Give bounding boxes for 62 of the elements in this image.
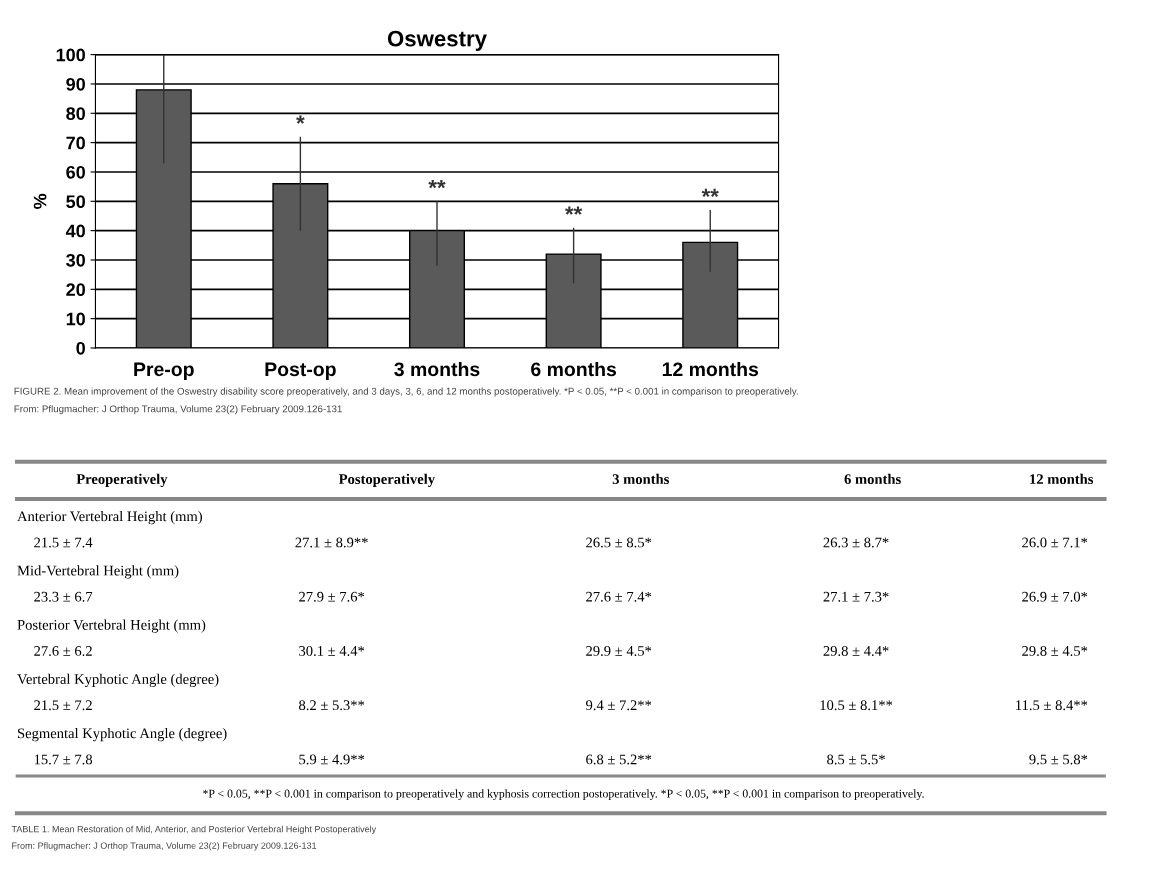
text: From: Pflugmacher: J Orthop Trauma, Volume 23(2) February 2009.126-131 [14,405,342,415]
y-tick-label: 0 [76,341,85,355]
text: *P < 0.05, **P < 0.001 in comparison to preoperatively and kyphosis correction postoperatively. *P < 0.05, **P < 0.001 in comparison to preoperatively. [203,789,924,801]
text: 23.3 ± 6.7 [34,591,93,602]
y-tick-label: 100 [56,48,85,62]
text: 27.6 ± 6.2 [34,646,92,656]
caption: FIGURE 2. Mean improvement of the Oswestry disability score preoperatively, and 3 days, 3, 6, and 12 months postoperatively. *P < 0.05, **P < 0.001 in comparison to preoperatively. [14,387,798,397]
text: Vertebral Kyphotic Angle (degree) [17,673,219,687]
text: Segmental Kyphotic Angle (degree) [18,727,227,742]
text: From: Pflugmacher: J Orthop Trauma, Volume 23(2) February 2009.126-131 [12,842,317,851]
y-tick-label: 30 [66,253,85,267]
text: 26.0 ± 7.1* [1022,537,1088,548]
y-tick-label: 80 [66,107,85,121]
y-tick-label: 90 [66,77,85,91]
text: 9.4 ± 7.2** [586,700,652,711]
text: 21.5 ± 7.4 [34,537,93,548]
x-tick-label: 12 months [662,361,759,377]
text: 27.1 ± 7.3* [823,591,889,602]
text: 30.1 ± 4.4* [299,646,365,656]
text: 27.6 ± 7.4* [586,591,652,602]
text: Mid-Vertebral Height (mm) [17,565,179,579]
y-tick-label: 40 [65,224,85,238]
text: Preoperatively [76,473,168,487]
text: 5.9 ± 4.9** [299,754,365,765]
y-axis-title: % [33,193,47,209]
annotation: ** [701,188,719,198]
y-tick-label: 50 [66,195,85,209]
text: 21.5 ± 7.2 [34,700,92,711]
annotation: ** [565,206,583,215]
caption: TABLE 1. Mean Restoration of Mid, Anterior, and Posterior Vertebral Height Postoperatively [11,825,377,835]
annotation: ** [428,180,446,189]
text: 27.9 ± 7.6* [299,591,365,602]
text: 9.5 ± 5.8* [1029,754,1088,765]
text: 10.5 ± 8.1** [820,700,893,711]
text: 12 months [1030,473,1094,485]
y-tick-label: 20 [66,283,85,297]
text: 11.5 ± 8.4** [1016,700,1088,711]
text: 26.9 ± 7.0* [1022,591,1088,602]
text: 26.3 ± 8.7* [823,537,889,548]
text: Postoperatively [338,473,435,487]
y-tick-label: 60 [66,165,85,179]
text: 8.2 ± 5.3** [299,700,365,711]
x-tick-label: Pre-op [134,362,194,381]
text: Anterior Vertebral Height (mm) [17,511,202,525]
text: 29.9 ± 4.5* [586,646,652,656]
y-tick-label: 70 [66,136,85,150]
chart-title: Oswestry [387,30,487,51]
text: 26.5 ± 8.5* [586,537,652,548]
text: 27.1 ± 8.9** [295,537,368,548]
y-tick-label: 10 [66,312,85,326]
x-tick-label: 6 months [531,361,617,377]
x-tick-label: 3 months [394,361,480,377]
x-tick-label: Post-op [265,362,336,381]
text: 6 months [844,473,901,485]
text: 15.7 ± 7.8 [34,754,93,765]
annotation: * [296,115,305,124]
text: 3 months [612,473,669,485]
text: 8.5 ± 5.5* [827,754,885,765]
text: 29.8 ± 4.5* [1022,646,1088,656]
text: 6.8 ± 5.2** [586,754,652,765]
text: 29.8 ± 4.4* [823,646,889,656]
text: Posterior Vertebral Height (mm) [17,619,206,633]
